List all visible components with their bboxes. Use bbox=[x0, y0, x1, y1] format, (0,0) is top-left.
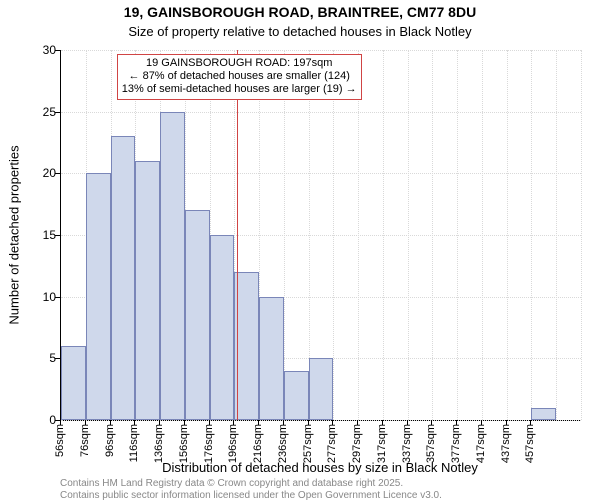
y-tick-label: 5 bbox=[16, 351, 56, 365]
x-tick-label: 457sqm bbox=[524, 424, 536, 463]
x-tick-label: 297sqm bbox=[351, 424, 363, 463]
chart-container: 19, GAINSBOROUGH ROAD, BRAINTREE, CM77 8… bbox=[0, 0, 600, 500]
histogram-bar bbox=[531, 408, 556, 420]
annotation-box: 19 GAINSBOROUGH ROAD: 197sqm← 87% of det… bbox=[117, 54, 362, 100]
gridline-vertical bbox=[531, 50, 532, 420]
footer-line-1: Contains HM Land Registry data © Crown c… bbox=[60, 478, 442, 490]
x-tick-label: 257sqm bbox=[302, 424, 314, 463]
page-subtitle: Size of property relative to detached ho… bbox=[0, 24, 600, 39]
property-marker-line bbox=[237, 50, 238, 420]
histogram-bar bbox=[185, 210, 210, 420]
y-tick-mark bbox=[55, 235, 60, 236]
x-tick-label: 96sqm bbox=[104, 424, 116, 457]
gridline-vertical bbox=[432, 50, 433, 420]
annotation-line-2: ← 87% of detached houses are smaller (12… bbox=[122, 70, 357, 83]
gridline-vertical bbox=[358, 50, 359, 420]
x-tick-label: 196sqm bbox=[227, 424, 239, 463]
y-tick-label: 0 bbox=[16, 413, 56, 427]
x-tick-label: 277sqm bbox=[326, 424, 338, 463]
footer-line-2: Contains public sector information licen… bbox=[60, 490, 442, 502]
x-tick-label: 437sqm bbox=[500, 424, 512, 463]
y-tick-label: 20 bbox=[16, 166, 56, 180]
gridline-vertical bbox=[333, 50, 334, 420]
x-tick-label: 216sqm bbox=[252, 424, 264, 463]
x-tick-label: 156sqm bbox=[178, 424, 190, 463]
histogram-bar bbox=[111, 136, 136, 420]
histogram-bar bbox=[135, 161, 160, 420]
x-tick-label: 116sqm bbox=[128, 424, 140, 462]
histogram-bar bbox=[234, 272, 259, 420]
x-tick-label: 337sqm bbox=[401, 424, 413, 463]
y-tick-mark bbox=[55, 50, 60, 51]
y-tick-label: 25 bbox=[16, 105, 56, 119]
histogram-bar bbox=[284, 371, 309, 420]
x-tick-label: 176sqm bbox=[203, 424, 215, 463]
histogram-bar bbox=[210, 235, 235, 420]
plot-area: 19 GAINSBOROUGH ROAD: 197sqm← 87% of det… bbox=[60, 50, 581, 421]
y-tick-mark bbox=[55, 173, 60, 174]
y-tick-mark bbox=[55, 297, 60, 298]
gridline-horizontal bbox=[61, 420, 581, 421]
y-tick-label: 10 bbox=[16, 290, 56, 304]
gridline-horizontal bbox=[61, 50, 581, 51]
gridline-vertical bbox=[383, 50, 384, 420]
x-tick-label: 417sqm bbox=[475, 424, 487, 463]
y-tick-label: 15 bbox=[16, 228, 56, 242]
histogram-bar bbox=[259, 297, 284, 420]
gridline-vertical bbox=[408, 50, 409, 420]
histogram-bar bbox=[61, 346, 86, 420]
gridline-vertical bbox=[457, 50, 458, 420]
gridline-vertical bbox=[482, 50, 483, 420]
y-tick-label: 30 bbox=[16, 43, 56, 57]
histogram-bar bbox=[86, 173, 111, 420]
gridline-vertical bbox=[284, 50, 285, 420]
histogram-bar bbox=[160, 112, 185, 420]
x-tick-label: 56sqm bbox=[54, 424, 66, 457]
gridline-vertical bbox=[507, 50, 508, 420]
x-tick-label: 357sqm bbox=[425, 424, 437, 463]
x-tick-label: 377sqm bbox=[450, 424, 462, 463]
annotation-line-1: 19 GAINSBOROUGH ROAD: 197sqm bbox=[122, 57, 357, 70]
attribution-footer: Contains HM Land Registry data © Crown c… bbox=[60, 478, 442, 502]
x-tick-label: 76sqm bbox=[79, 424, 91, 457]
page-title: 19, GAINSBOROUGH ROAD, BRAINTREE, CM77 8… bbox=[0, 4, 600, 20]
y-tick-mark bbox=[55, 112, 60, 113]
x-tick-label: 136sqm bbox=[153, 424, 165, 463]
histogram-bar bbox=[309, 358, 334, 420]
gridline-horizontal bbox=[61, 112, 581, 113]
annotation-line-3: 13% of semi-detached houses are larger (… bbox=[122, 83, 357, 96]
gridline-vertical bbox=[581, 50, 582, 420]
x-tick-label: 236sqm bbox=[277, 424, 289, 463]
x-tick-label: 317sqm bbox=[376, 424, 388, 463]
gridline-vertical bbox=[556, 50, 557, 420]
y-tick-mark bbox=[55, 358, 60, 359]
